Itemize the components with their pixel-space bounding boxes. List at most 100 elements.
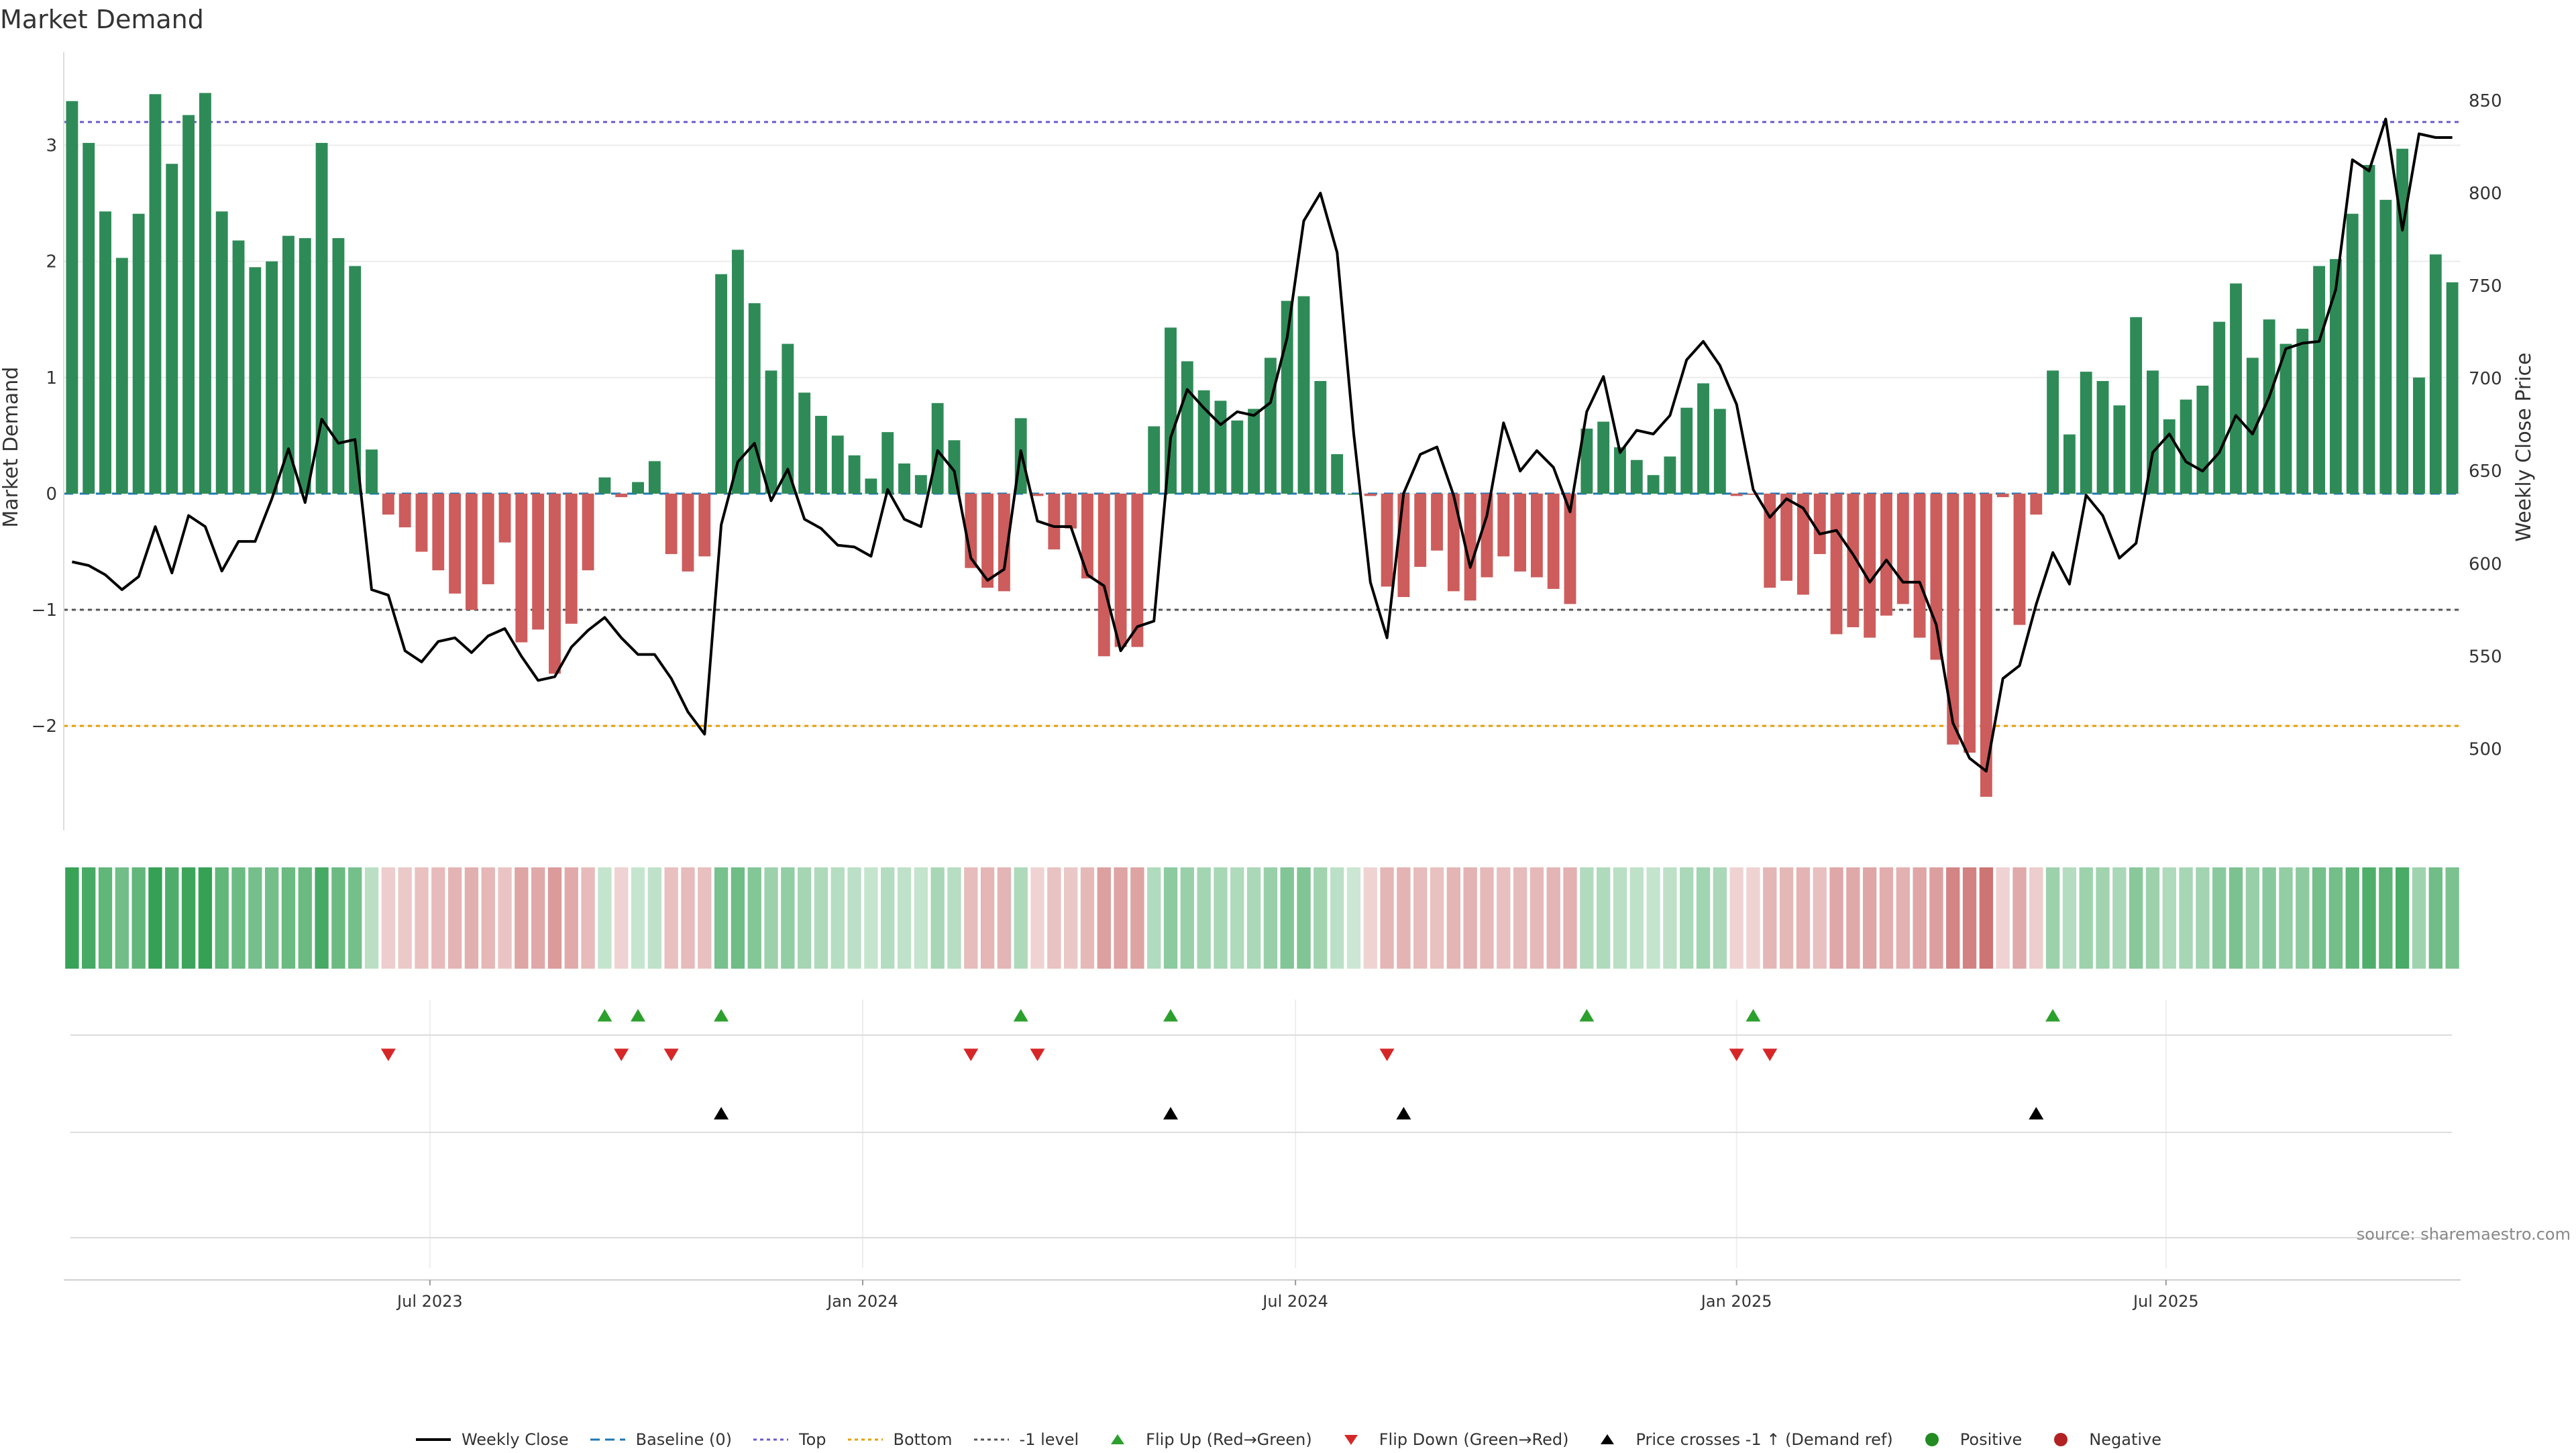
- demand-bar: [199, 93, 211, 494]
- demand-bar: [1097, 493, 1110, 657]
- demand-bar: [1197, 390, 1210, 494]
- legend-triangle-up-icon: [1111, 1434, 1125, 1444]
- demand-bar: [1980, 493, 1992, 797]
- demand-bar: [2446, 282, 2459, 494]
- heat-cell: [1513, 867, 1527, 969]
- heat-cell: [2262, 867, 2276, 969]
- demand-bar: [182, 115, 195, 494]
- heat-cell: [1946, 867, 1960, 969]
- chart-title: Market Demand: [0, 5, 204, 34]
- legend-swatch: [1601, 1434, 1615, 1444]
- heat-cell: [98, 867, 113, 969]
- heat-cell: [1480, 867, 1494, 969]
- heat-cell: [431, 867, 445, 969]
- demand-bar: [282, 235, 294, 494]
- heat-cell: [2145, 867, 2160, 969]
- heat-cell: [1330, 867, 1344, 969]
- heat-cell: [131, 867, 146, 969]
- x-tick-label: Jan 2025: [1700, 1292, 1772, 1311]
- heat-cell: [1246, 867, 1261, 969]
- heat-cell: [1430, 867, 1444, 969]
- legend-swatch: [1111, 1434, 1125, 1444]
- demand-heat-strip: [65, 867, 2459, 969]
- demand-bar: [582, 493, 594, 571]
- heat-cell: [1879, 867, 1894, 969]
- legend-label: Price crosses -1 ↑ (Demand ref): [1635, 1430, 1893, 1449]
- heat-cell: [2279, 867, 2293, 969]
- legend-item: -1 level: [973, 1430, 1079, 1449]
- heat-cell: [631, 867, 645, 969]
- heat-cell: [2212, 867, 2226, 969]
- demand-bar: [698, 493, 711, 557]
- legend-label: Top: [799, 1430, 826, 1449]
- demand-bar: [798, 392, 811, 494]
- y2-tick-label: 500: [2469, 739, 2502, 759]
- demand-bar: [1713, 409, 1726, 494]
- demand-bar: [1547, 493, 1560, 589]
- heat-cell: [1979, 867, 1994, 969]
- demand-bar: [665, 493, 678, 554]
- heat-cell: [1929, 867, 1943, 969]
- heat-cell: [1313, 867, 1328, 969]
- demand-bar: [2080, 372, 2092, 494]
- heat-cell: [2096, 867, 2110, 969]
- heat-cell: [980, 867, 995, 969]
- legend-label: Weekly Close: [461, 1430, 569, 1449]
- demand-bar: [2313, 266, 2326, 494]
- heat-cell: [2112, 867, 2127, 969]
- demand-bar: [2047, 370, 2059, 494]
- heat-cell: [148, 867, 162, 969]
- legend-dot-icon: [1925, 1433, 1939, 1446]
- y-tick-label: 3: [46, 136, 57, 156]
- y2-tick-label: 700: [2469, 369, 2502, 389]
- heat-cell: [281, 867, 296, 969]
- heat-cell: [1763, 867, 1777, 969]
- demand-bar: [1930, 493, 1943, 660]
- demand-bar: [1880, 493, 1892, 616]
- demand-bar: [2363, 164, 2375, 494]
- y-tick-label: 1: [46, 368, 57, 388]
- demand-bar: [332, 238, 345, 494]
- demand-bar: [2013, 493, 2026, 625]
- y2-tick-label: 600: [2469, 554, 2502, 574]
- demand-bar: [66, 101, 78, 494]
- demand-bar: [1647, 475, 1660, 494]
- heat-cell: [830, 867, 845, 969]
- heat-cell: [315, 867, 329, 969]
- demand-bar: [1165, 327, 1177, 494]
- price-cross-marker: [1396, 1107, 1411, 1120]
- demand-bar: [382, 493, 394, 515]
- demand-bar: [1481, 493, 1493, 578]
- heat-cell: [1829, 867, 1843, 969]
- heat-cell: [298, 867, 312, 969]
- demand-bar: [1114, 493, 1127, 647]
- demand-bar: [1414, 493, 1427, 567]
- y2-tick-label: 650: [2469, 462, 2502, 482]
- heat-cell: [1030, 867, 1044, 969]
- legend-triangle-down-icon: [1344, 1435, 1358, 1445]
- heat-cell: [1729, 867, 1743, 969]
- demand-bar: [748, 303, 761, 494]
- demand-bar: [931, 402, 944, 494]
- legend-item: Bottom: [847, 1430, 953, 1449]
- demand-bar: [1297, 296, 1310, 494]
- demand-bar: [2246, 358, 2259, 494]
- legend-label: Positive: [1960, 1430, 2023, 1449]
- demand-bar: [166, 164, 178, 494]
- heat-cell: [1363, 867, 1377, 969]
- heat-cell: [2229, 867, 2243, 969]
- signal-rows: [70, 1000, 2452, 1268]
- flip-up-marker: [714, 1009, 729, 1022]
- demand-bar: [2429, 254, 2442, 494]
- price-cross-marker: [714, 1107, 729, 1120]
- demand-bar: [1331, 454, 1344, 494]
- heat-cell: [1047, 867, 1061, 969]
- heat-cell: [248, 867, 262, 969]
- demand-bar: [232, 240, 245, 494]
- legend-label: Flip Up (Red→Green): [1146, 1430, 1312, 1449]
- demand-bar: [1780, 493, 1793, 581]
- heat-cell: [2428, 867, 2443, 969]
- demand-bar: [648, 461, 661, 494]
- legend-swatch: [1344, 1435, 1358, 1445]
- heat-cell: [1263, 867, 1278, 969]
